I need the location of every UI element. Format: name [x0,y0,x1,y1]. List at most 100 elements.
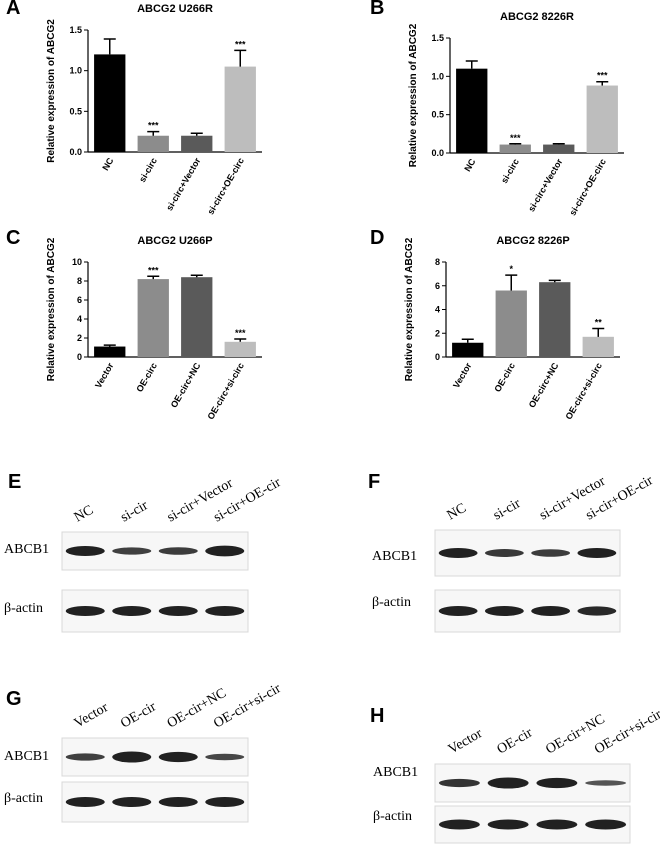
error-bar [509,143,522,145]
error-bar [596,80,609,86]
row-label: ABCB1 [4,749,49,764]
panel-label: B [370,0,384,19]
x-tick-label: si-circ+OE-circ [567,157,608,217]
band [205,606,245,616]
error-bar [465,60,478,69]
bar [137,279,169,357]
error-bar [103,38,116,55]
y-tick-label: 1.5 [431,33,444,43]
error-bar [592,327,605,337]
error-bar [234,49,247,67]
y-axis-label: Relative expression of ABCG2 [46,237,57,381]
band [577,606,617,616]
error-bar [552,143,565,145]
bar [181,135,213,152]
x-tick-label: si-circ [137,156,159,184]
band [205,545,245,557]
x-tick-label: OE-circ+NC [527,361,561,410]
y-tick-label: 10 [72,257,82,267]
bar [94,346,126,357]
band [438,819,480,830]
chart-title: ABCG2 8226P [496,235,569,247]
y-tick-label: 4 [77,314,82,324]
x-tick-label: OE-circ+si-circ [563,361,604,421]
lane-label: NC [445,501,469,524]
bar [582,336,614,357]
panel-label: D [370,227,384,249]
band [65,606,105,616]
panel-label: C [6,227,20,249]
band [205,753,245,761]
error-bar [548,279,561,283]
band [158,751,198,763]
chart-title: ABCG2 U266P [137,235,212,247]
y-tick-label: 2 [77,333,82,343]
y-tick-label: 1.0 [431,71,444,81]
band [484,549,524,557]
band [65,753,105,761]
chart-title: ABCG2 U266R [137,3,213,15]
error-bar [505,274,518,291]
significance: ** [595,318,603,328]
band [438,606,478,616]
band [438,548,478,558]
lane-label: si-cir [118,498,151,526]
y-axis-label: Relative expression of ABCG2 [408,23,419,167]
panel-label: F [368,471,380,493]
x-tick-label: OE-circ [134,361,159,394]
band [158,606,198,616]
x-tick-label: NC [100,156,115,173]
error-bar [190,274,203,278]
band [65,546,105,556]
band [112,547,152,555]
band [158,547,198,555]
bar [224,341,256,357]
y-tick-label: 0 [435,352,440,362]
bar [94,54,126,152]
band [158,797,198,807]
y-tick-label: 6 [435,281,440,291]
error-bar [234,338,247,342]
band [531,606,571,616]
band [536,777,578,789]
bar [452,342,484,357]
x-tick-label: si-circ+OE-circ [205,156,246,216]
x-tick-label: OE-circ+NC [169,361,203,410]
error-bar [461,338,474,343]
bar [539,282,571,357]
band [438,778,480,788]
y-tick-label: 8 [435,257,440,267]
x-tick-label: si-circ+Vector [526,157,565,214]
lane-label: Vector [446,726,485,757]
significance: *** [148,265,159,275]
error-bar [103,344,116,347]
y-tick-label: 6 [77,295,82,305]
y-axis-label: Relative expression of ABCG2 [404,237,415,381]
y-tick-label: 0 [77,352,82,362]
lane-label: Vector [72,700,111,731]
bar [181,277,213,357]
y-axis-label: Relative expression of ABCG2 [46,19,57,163]
band [531,549,571,557]
band [205,797,245,807]
band [112,797,152,807]
y-tick-label: 1.5 [69,25,82,35]
row-label: β-actin [4,601,43,616]
significance: *** [510,133,521,143]
band [487,777,529,789]
significance: *** [597,71,608,81]
band [585,819,627,830]
bar [456,68,488,153]
y-tick-label: 4 [435,305,440,315]
x-tick-label: OE-circ+si-circ [205,361,246,421]
row-label: ABCB1 [4,542,49,557]
error-bar [147,130,160,136]
significance: *** [235,328,246,338]
panel-label: A [6,0,20,19]
lane-label: NC [72,503,96,526]
bar [586,85,618,153]
bar [224,66,256,152]
band [484,606,524,616]
row-label: β-actin [373,809,412,824]
